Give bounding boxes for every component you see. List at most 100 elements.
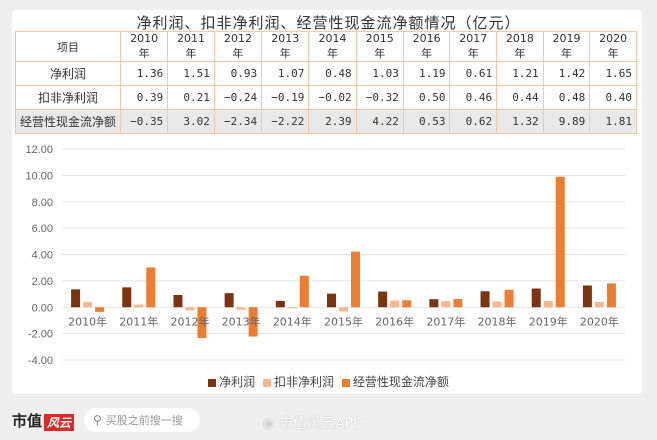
- table-cell: 1.32: [496, 109, 544, 134]
- bar: [197, 307, 207, 339]
- table-cell: −0.19: [261, 85, 310, 110]
- table-cell: 0.61: [449, 61, 498, 86]
- bar: [555, 176, 565, 308]
- x-tick-label: 2012年: [170, 314, 209, 328]
- table-cell: 0.53: [402, 109, 451, 134]
- table-cell: −2.22: [261, 109, 310, 134]
- x-tick-label: 2014年: [273, 314, 312, 328]
- legend-swatch: [262, 378, 271, 387]
- bar: [275, 300, 285, 308]
- table-header-row: 项目 2010年 2011年 2012年 2013年 2014年 2015年 2…: [15, 31, 637, 62]
- legend-item-deducted-net-profit: 扣非净利润: [262, 373, 334, 390]
- table-cell: 1.03: [355, 61, 404, 86]
- header-year: 2013年: [261, 31, 310, 62]
- x-tick-label: 2015年: [324, 314, 363, 328]
- bar: [146, 267, 156, 308]
- bar: [95, 307, 105, 312]
- header-year: 2012年: [213, 31, 263, 62]
- bar: [236, 307, 246, 310]
- x-tick-label: 2013年: [222, 314, 261, 328]
- table-cell: 0.48: [308, 61, 357, 86]
- table-cell: 1.36: [119, 61, 169, 86]
- legend-label: 经营性现金流净额: [352, 375, 449, 389]
- header-year: 2014年: [308, 31, 357, 62]
- header-year: 2016年: [402, 31, 451, 62]
- y-tick-label: 8.00: [32, 197, 53, 209]
- table-cell: −0.02: [308, 85, 357, 110]
- legend-swatch: [341, 378, 350, 387]
- table-row: 扣非净利润 0.39 0.21 −0.24 −0.19 −0.02 −0.32 …: [15, 85, 637, 110]
- table-cell: 0.39: [119, 85, 169, 110]
- table-cell: 4.22: [355, 109, 404, 134]
- bar: [543, 300, 553, 308]
- header-year: 2020年: [589, 31, 637, 62]
- table-cell: 3.02: [167, 109, 215, 134]
- header-label: 项目: [15, 31, 121, 62]
- search-icon: ⚲: [93, 413, 102, 427]
- y-tick-label: 4.00: [32, 250, 53, 262]
- bar: [504, 289, 514, 308]
- table-cell: 1.42: [542, 61, 591, 86]
- header-year: 2010年: [119, 31, 169, 62]
- x-tick-label: 2010年: [68, 314, 107, 328]
- table-row: 净利润 1.36 1.51 0.93 1.07 0.48 1.03 1.19 0…: [15, 61, 637, 86]
- table-cell: 9.89: [542, 109, 591, 134]
- table-cell: 0.21: [167, 85, 215, 110]
- bar: [429, 299, 439, 308]
- bar: [378, 291, 388, 308]
- chart-title: 净利润、扣非净利润、经营性现金流净额情况（亿元）: [136, 14, 521, 32]
- data-table: 项目 2010年 2011年 2012年 2013年 2014年 2015年 2…: [15, 31, 637, 134]
- table-cell: 1.65: [589, 61, 637, 86]
- y-tick-label: 6.00: [32, 223, 53, 235]
- bar: [492, 301, 502, 308]
- bar: [339, 307, 348, 312]
- search-box[interactable]: ⚲ 买股之前搜一搜: [84, 408, 200, 432]
- bar: [582, 285, 592, 308]
- bar: [441, 301, 451, 308]
- bar: [224, 293, 234, 308]
- table-cell: 1.19: [402, 61, 451, 86]
- legend-item-operating-cash-flow: 经营性现金流净额: [341, 373, 449, 390]
- row-label: 扣非净利润: [15, 85, 121, 110]
- legend-label: 扣非净利润: [273, 375, 334, 389]
- table-cell: 0.93: [213, 61, 263, 86]
- table-cell: 0.62: [449, 109, 498, 134]
- x-tick-label: 2019年: [529, 314, 568, 328]
- bar: [594, 301, 604, 308]
- brand-logo[interactable]: 市值 风云: [12, 410, 75, 431]
- footer-bar: 市值 风云 ⚲ 买股之前搜一搜 ◉ 市值风云APP: [0, 404, 657, 440]
- bar: [71, 289, 81, 308]
- bar: [327, 293, 336, 308]
- x-tick-label: 2020年: [580, 314, 619, 328]
- bar: [390, 300, 400, 308]
- table-cell: −0.35: [119, 109, 169, 134]
- bar: [173, 294, 183, 308]
- x-tick-label: 2017年: [426, 314, 465, 328]
- table-cell: 1.51: [167, 61, 215, 86]
- bar: [122, 287, 132, 308]
- weibo-handle: 市值风云APP: [279, 416, 362, 432]
- weibo-watermark: ◉ 市值风云APP: [262, 413, 362, 433]
- y-tick-label: 12.00: [25, 144, 53, 156]
- table-cell: −0.32: [355, 85, 404, 110]
- x-tick-label: 2011年: [119, 314, 158, 328]
- x-tick-label: 2018年: [478, 314, 517, 328]
- header-year: 2019年: [542, 31, 591, 62]
- legend-label: 净利润: [219, 375, 256, 389]
- row-label: 净利润: [15, 61, 121, 86]
- weibo-icon: ◉: [262, 414, 276, 432]
- y-tick-label: 10.00: [25, 170, 53, 182]
- bar: [606, 283, 616, 308]
- header-year: 2015年: [355, 31, 404, 62]
- logo-text: 市值: [12, 412, 43, 430]
- legend-item-net-profit: 净利润: [208, 373, 255, 390]
- bar: [287, 307, 297, 309]
- table-cell: 0.40: [589, 85, 637, 110]
- table-cell: 0.44: [496, 85, 544, 110]
- bar: [248, 307, 258, 337]
- bar: [299, 275, 309, 308]
- y-tick-label: 0.00: [32, 302, 53, 314]
- x-tick-label: 2016年: [375, 314, 414, 328]
- header-year: 2017年: [449, 31, 498, 62]
- legend-swatch: [208, 378, 217, 387]
